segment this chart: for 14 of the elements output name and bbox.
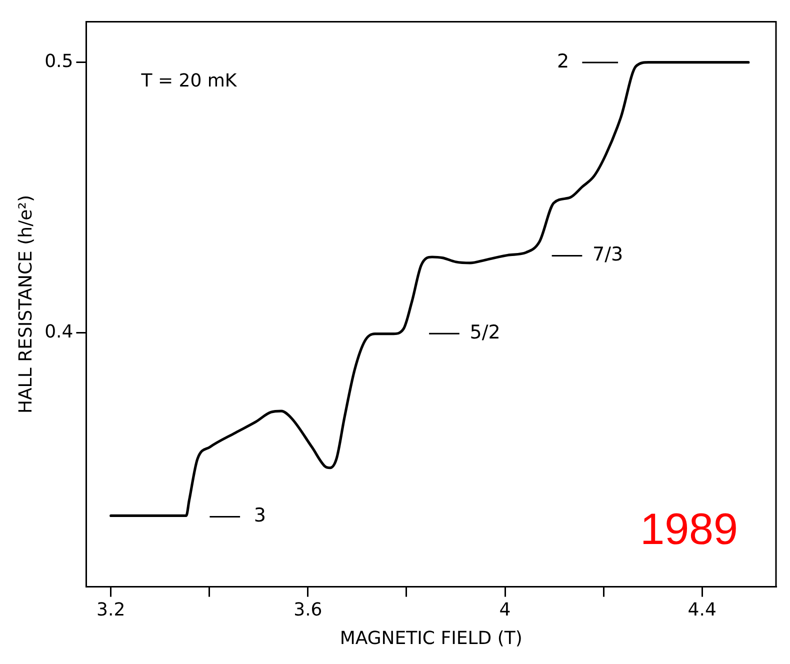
annotation: T = 20 mK [140,70,238,92]
y-tick-label: 0.5 [44,51,74,72]
y-axis-title: HALL RESISTANCE (h/e²) [15,195,36,414]
annotation: 7/3 [592,244,624,266]
x-tick-label: 3.2 [96,599,126,620]
x-tick-label: 4 [499,599,511,620]
x-tick-label: 4.4 [688,599,716,620]
annotation: 3 [254,504,266,527]
annotation: 1989 [640,504,738,554]
annotation: 2 [556,50,570,72]
x-tick-label: 3.6 [294,599,322,620]
x-axis-title: MAGNETIC FIELD (T) [340,628,522,649]
y-tick-label: 0.4 [44,321,74,342]
annotation: 5/2 [470,322,500,344]
